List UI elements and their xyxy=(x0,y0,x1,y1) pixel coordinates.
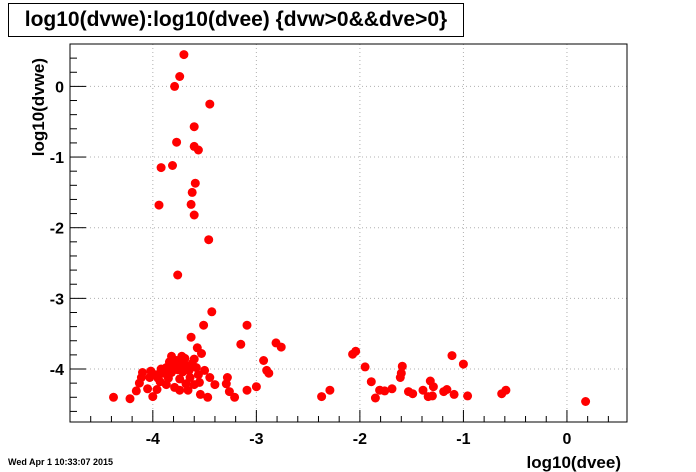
data-point xyxy=(186,199,196,209)
y-tick-label: -2 xyxy=(50,221,64,238)
data-point xyxy=(175,374,185,384)
data-point xyxy=(236,339,246,349)
data-point xyxy=(191,363,201,373)
data-point xyxy=(173,270,183,280)
data-point xyxy=(154,200,164,210)
data-point xyxy=(189,210,199,220)
data-point xyxy=(501,385,511,395)
data-point xyxy=(447,351,457,361)
y-tick-label: 0 xyxy=(55,79,64,96)
chart-title: log10(dvwe):log10(dvee) {dvw>0&&dve>0} xyxy=(24,8,448,31)
data-point xyxy=(200,365,210,375)
data-point xyxy=(210,380,220,390)
data-point xyxy=(449,389,459,399)
data-point xyxy=(190,178,200,188)
data-point xyxy=(186,332,196,342)
plot-frame xyxy=(69,43,628,423)
data-point xyxy=(224,387,234,397)
data-point xyxy=(143,384,153,394)
data-point xyxy=(251,382,261,392)
data-point xyxy=(203,392,213,402)
x-tick-label: -1 xyxy=(456,431,470,448)
data-point xyxy=(581,397,591,406)
data-point xyxy=(205,99,215,109)
data-point xyxy=(242,320,252,330)
data-point xyxy=(175,385,185,395)
data-point xyxy=(199,320,209,330)
footer-timestamp: Wed Apr 1 10:33:07 2015 xyxy=(8,457,114,467)
chart-title-box: log10(dvwe):log10(dvee) {dvw>0&&dve>0} xyxy=(8,3,464,37)
data-point xyxy=(427,391,437,401)
data-point xyxy=(155,377,165,387)
data-point xyxy=(148,392,158,402)
data-point xyxy=(156,163,166,173)
data-point xyxy=(205,373,215,382)
x-axis-label: log10(dvee) xyxy=(527,453,621,472)
data-point xyxy=(380,386,390,396)
data-point xyxy=(183,385,193,395)
data-point xyxy=(325,385,335,395)
x-tick-label: -4 xyxy=(146,431,160,448)
y-tick-label: -1 xyxy=(50,150,64,167)
data-point xyxy=(458,359,468,369)
x-tick-label: -3 xyxy=(249,431,263,448)
data-point xyxy=(172,137,182,147)
data-point xyxy=(175,72,185,81)
data-point xyxy=(170,81,180,91)
data-point xyxy=(264,368,274,378)
data-point xyxy=(152,385,162,394)
data-point xyxy=(317,392,327,402)
ticks-layer xyxy=(70,57,609,422)
data-point xyxy=(370,393,380,403)
data-point xyxy=(193,145,203,155)
data-point xyxy=(259,356,269,365)
data-point xyxy=(408,389,418,399)
data-point xyxy=(418,385,428,395)
data-point xyxy=(463,391,473,401)
data-point xyxy=(189,354,199,364)
data-point xyxy=(442,385,452,394)
data-point xyxy=(276,342,286,352)
data-point xyxy=(397,361,407,371)
data-point xyxy=(189,380,199,390)
data-point xyxy=(125,394,135,404)
data-point xyxy=(366,377,376,387)
data-point xyxy=(207,307,217,317)
data-point xyxy=(242,385,252,395)
grid-layer xyxy=(70,44,627,422)
data-point xyxy=(145,373,155,382)
x-tick-label: 0 xyxy=(562,431,571,448)
y-tick-label: -4 xyxy=(50,362,64,379)
data-point xyxy=(131,386,141,396)
data-point xyxy=(396,368,406,378)
data-point xyxy=(360,362,370,372)
data-point xyxy=(230,392,240,402)
data-point xyxy=(187,187,197,197)
data-point xyxy=(387,384,397,394)
y-axis-label: log10(dvwe) xyxy=(29,58,48,156)
tick-labels-layer: -4 -3 -2 -1 0 0 -1 -2 -3 -4 xyxy=(50,79,572,448)
points-layer xyxy=(109,50,591,406)
data-point xyxy=(195,389,205,399)
data-point xyxy=(168,161,177,170)
data-point xyxy=(222,373,232,382)
data-point xyxy=(134,378,144,388)
x-tick-label: -2 xyxy=(353,431,367,448)
data-point xyxy=(189,122,199,132)
data-point xyxy=(204,235,214,245)
data-point xyxy=(179,50,189,60)
data-point xyxy=(178,367,188,377)
data-point xyxy=(425,376,435,386)
data-point xyxy=(109,392,118,402)
y-tick-label: -3 xyxy=(50,291,64,308)
data-point xyxy=(197,349,206,358)
data-point xyxy=(351,346,361,356)
